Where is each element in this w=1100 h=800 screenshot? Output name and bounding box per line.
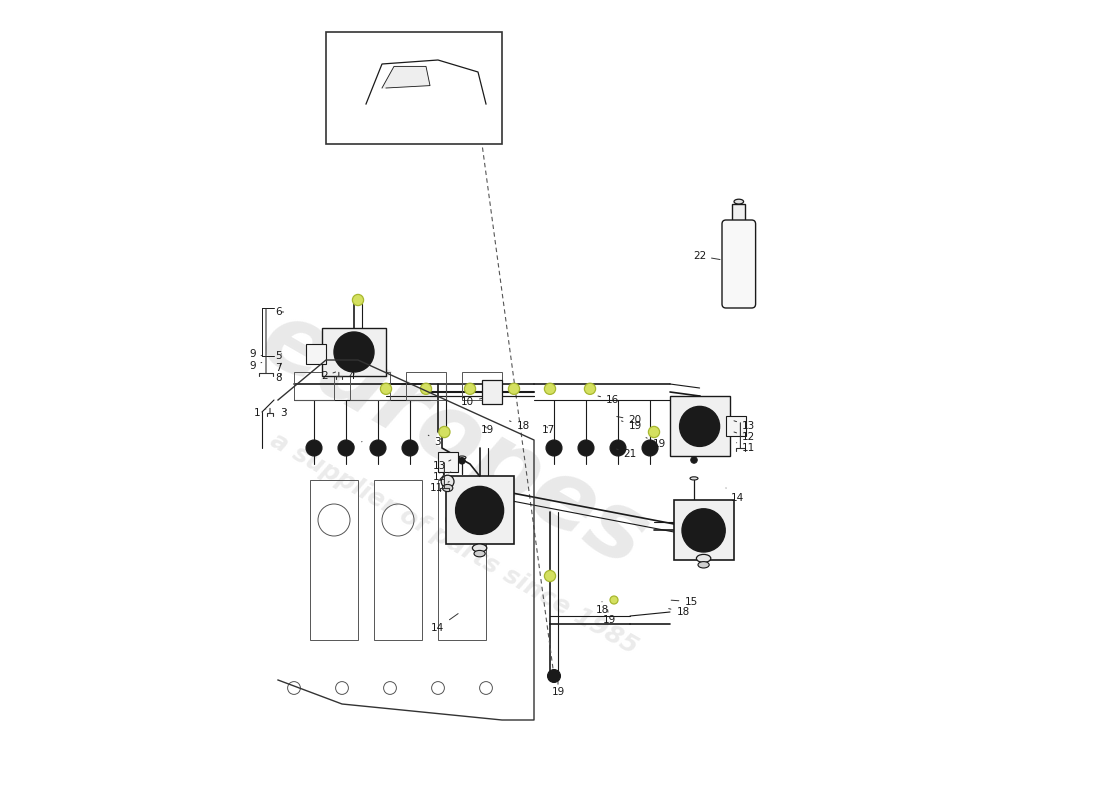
Text: 11: 11 [429,482,449,493]
Circle shape [370,440,386,456]
Text: 14: 14 [431,614,458,633]
Text: 6: 6 [276,307,284,317]
Text: 12: 12 [432,472,451,482]
Text: 13: 13 [432,460,451,470]
Ellipse shape [381,383,392,394]
Text: 3: 3 [280,408,287,418]
Circle shape [344,342,364,362]
Text: 18: 18 [669,607,690,617]
Bar [310,480,358,640]
Text: 15: 15 [671,597,697,606]
Text: 8: 8 [276,374,283,383]
Text: 7: 7 [276,363,283,373]
Polygon shape [382,66,430,88]
Circle shape [693,520,714,541]
Ellipse shape [584,383,595,394]
Text: 9: 9 [249,350,262,359]
Bar [726,416,746,436]
Bar [406,372,446,400]
Circle shape [610,440,626,456]
Text: 9: 9 [249,361,262,370]
Text: 21: 21 [617,449,637,459]
Ellipse shape [439,426,450,438]
Bar [350,372,390,400]
Text: 18: 18 [596,602,609,614]
Text: 2: 2 [321,371,336,381]
Text: 3: 3 [428,435,441,446]
Circle shape [680,406,719,446]
Ellipse shape [698,562,710,568]
Bar [438,480,486,640]
Text: 11: 11 [737,442,756,453]
Text: 10: 10 [343,442,362,453]
Ellipse shape [544,383,556,394]
Circle shape [690,417,710,436]
Text: 4: 4 [349,371,355,381]
Text: 18: 18 [509,421,530,430]
Ellipse shape [648,426,660,438]
Circle shape [546,440,562,456]
Ellipse shape [544,570,556,582]
FancyBboxPatch shape [326,32,502,144]
Bar [374,480,422,640]
Text: 19: 19 [621,421,641,430]
Text: 10: 10 [461,397,482,406]
Text: 12: 12 [734,432,756,442]
Ellipse shape [442,484,453,491]
Ellipse shape [458,456,466,459]
Ellipse shape [420,383,431,394]
Bar [674,500,734,560]
Ellipse shape [734,199,744,204]
Text: 20: 20 [617,415,641,425]
Text: 17: 17 [541,426,554,435]
Text: europes: europes [244,293,663,587]
Text: a supplier of parts since 1985: a supplier of parts since 1985 [266,429,642,659]
Ellipse shape [474,550,485,557]
Text: 1: 1 [254,408,266,418]
Circle shape [548,670,560,682]
Ellipse shape [441,475,454,488]
Circle shape [642,440,658,456]
Ellipse shape [472,544,487,552]
Bar [306,344,326,364]
Circle shape [691,457,697,463]
Bar [446,476,514,544]
Text: 19: 19 [646,438,666,449]
Text: 5: 5 [276,351,283,361]
Text: 19: 19 [603,610,616,625]
Ellipse shape [610,596,618,604]
Ellipse shape [464,383,475,394]
Circle shape [459,458,465,464]
Circle shape [306,440,322,456]
Ellipse shape [352,294,364,306]
Circle shape [402,440,418,456]
Circle shape [334,332,374,372]
Ellipse shape [696,554,711,562]
Bar [670,396,730,456]
Circle shape [455,486,504,534]
FancyBboxPatch shape [722,220,756,308]
Circle shape [682,509,725,552]
Text: 19: 19 [481,426,494,435]
Bar [322,328,386,376]
Ellipse shape [508,383,519,394]
Bar [733,204,745,224]
Text: 13: 13 [734,421,756,430]
Text: 19: 19 [551,682,564,697]
Text: 14: 14 [726,488,744,502]
Text: 16: 16 [598,395,619,405]
Bar [438,452,458,472]
Circle shape [578,440,594,456]
Bar [462,372,502,400]
Bar [482,380,502,404]
Text: 22: 22 [693,251,720,261]
Ellipse shape [690,477,698,480]
Circle shape [338,440,354,456]
Circle shape [468,498,492,522]
Bar [294,372,334,400]
